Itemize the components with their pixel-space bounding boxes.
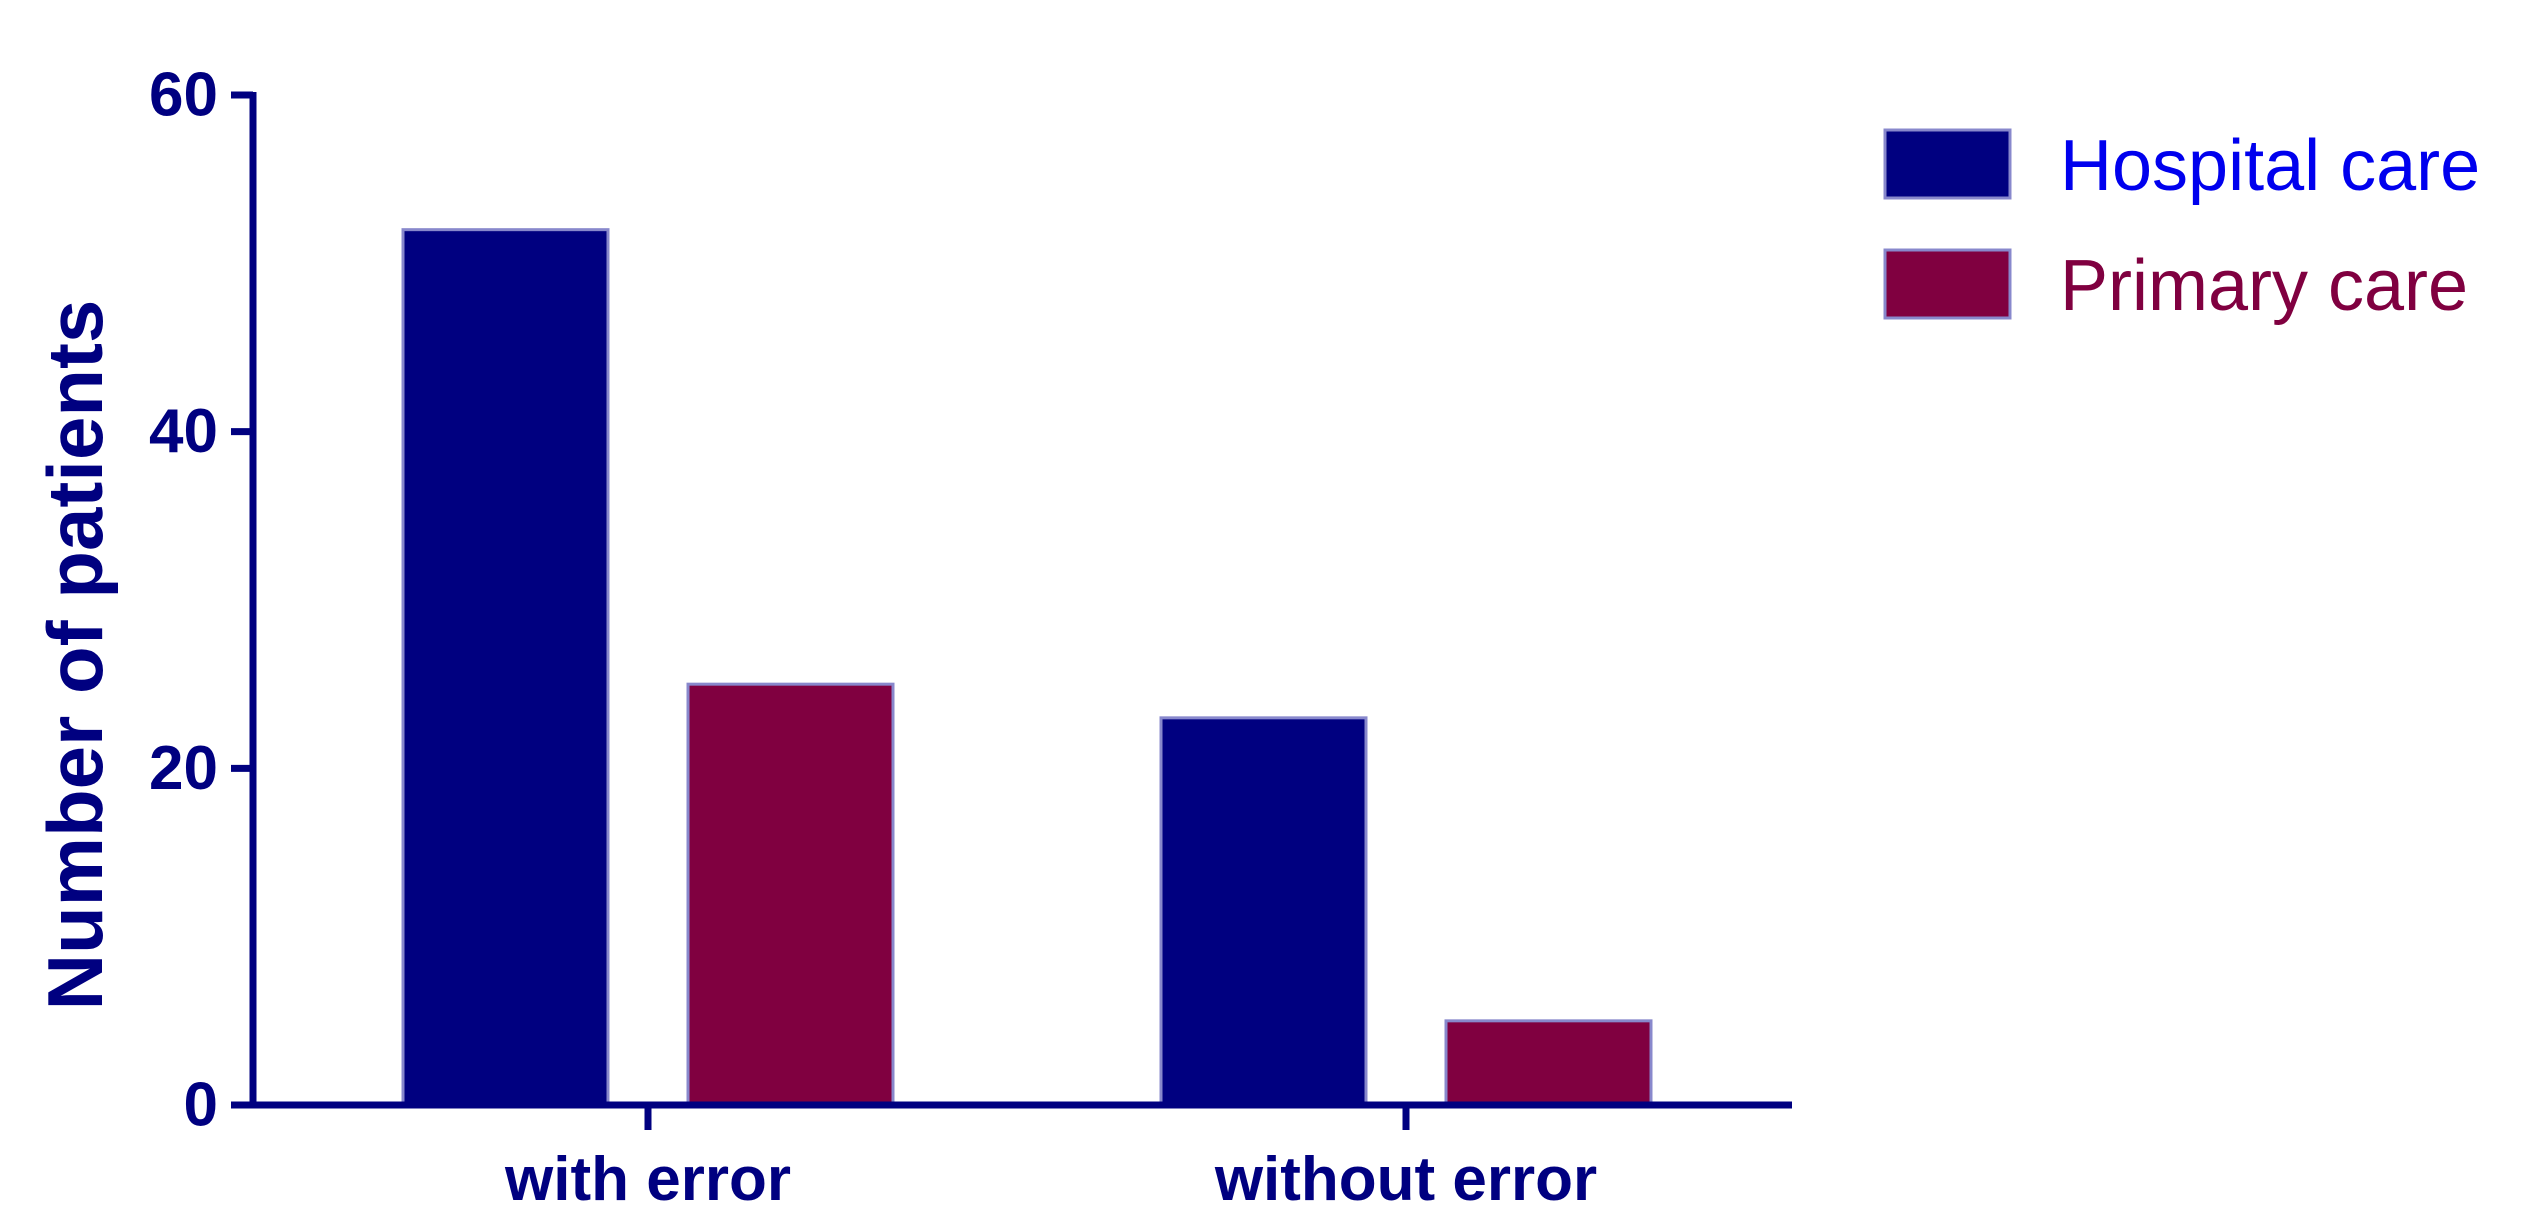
legend-swatch	[1883, 128, 2012, 200]
legend: Hospital care Primary care	[1883, 126, 2480, 326]
x-ticks-group: with error without error	[504, 1105, 1597, 1206]
y-ticks-group: 0 20 40 60	[149, 61, 253, 1140]
y-axis-title: Number of patients	[31, 300, 119, 1011]
legend-label: Hospital care	[2060, 126, 2480, 206]
bar-primary-care-with-error	[686, 682, 895, 1107]
legend-swatch	[1883, 248, 2012, 320]
bar-primary-care-without-error	[1444, 1019, 1653, 1107]
x-tick-label: with error	[504, 1145, 791, 1206]
y-tick-label: 60	[149, 61, 218, 130]
axes-group	[249, 92, 1792, 1109]
y-tick-label: 40	[149, 397, 218, 466]
y-tick-label: 0	[184, 1071, 218, 1140]
x-tick-label: without error	[1214, 1145, 1597, 1206]
bars-group	[401, 228, 1653, 1107]
y-tick-label: 20	[149, 734, 218, 803]
legend-label: Primary care	[2060, 246, 2468, 326]
bar-hospital-care-with-error	[401, 228, 610, 1107]
bar-hospital-care-without-error	[1159, 716, 1368, 1107]
